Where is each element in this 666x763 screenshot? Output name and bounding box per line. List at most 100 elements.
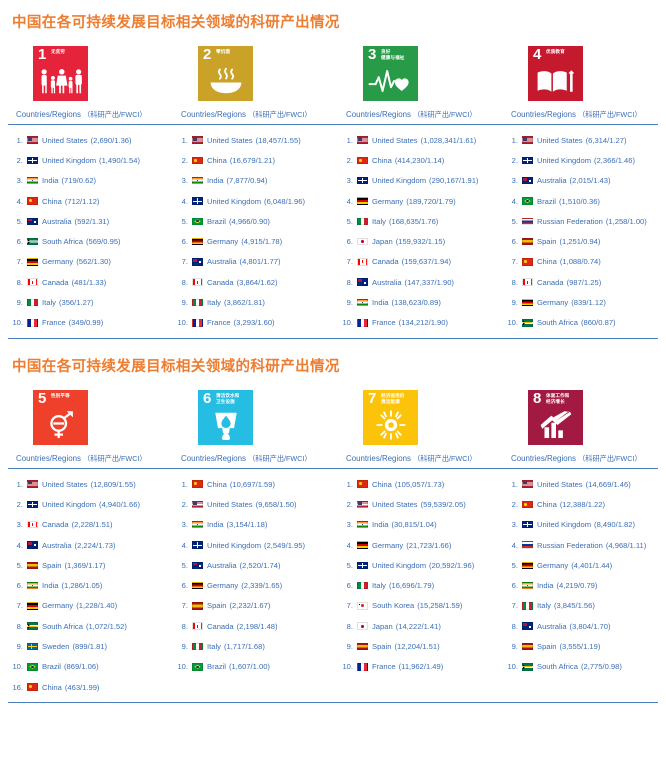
flag-detail: [527, 160, 528, 161]
country-name: United States: [537, 135, 583, 145]
flag-icon: [522, 197, 533, 205]
column-header-cn: （科研产出/FWCI）: [413, 110, 477, 119]
country-name: Germany: [537, 298, 569, 308]
rank-number: 6.: [181, 581, 188, 591]
rank-number: 7.: [346, 601, 353, 611]
ranking-column-3: 1. United States (1,028,341/1.61) 2. China (4…: [338, 125, 503, 333]
country-name: India: [372, 298, 389, 308]
country-value: (4,401/1.44): [571, 560, 613, 570]
country-name: United States: [372, 499, 418, 509]
rank-list: 1. United States (6,314/1.27) 2. United King…: [503, 125, 666, 333]
country-name: India: [42, 581, 59, 591]
section-title: 中国在各可持续发展目标相关领域的科研产出情况: [12, 358, 340, 375]
rank-number: 4.: [16, 540, 23, 550]
list-item: 8. Canada (481/1.33): [8, 272, 173, 292]
country-name: Italy: [372, 216, 386, 226]
header-divider: [8, 124, 658, 125]
list-item: 2. United States (9,658/1.50): [173, 494, 338, 514]
flag-icon: [192, 663, 203, 671]
list-item: 6. Italy (16,696/1.79): [338, 575, 503, 595]
flag-icon: [357, 136, 368, 144]
country-name: India: [537, 581, 554, 591]
flag-icon: [522, 602, 533, 610]
list-item: 16. China (463/1.99): [8, 677, 173, 697]
flag-icon: [357, 176, 368, 185]
column-header-en: Countries/Regions: [346, 453, 414, 463]
rank-number: 5.: [16, 216, 23, 226]
column-header-cn: （科研产出/FWCI）: [578, 110, 642, 119]
rank-number: 8.: [511, 277, 518, 287]
country-value: (16,679/1.21): [229, 155, 276, 165]
sdg-chinese-label: 经济适用的 清洁能源: [381, 392, 405, 404]
country-value: (2,224/1.73): [74, 540, 116, 550]
sdg-chinese-label: 无贫穷: [51, 49, 66, 54]
list-item: 7. Germany (562/1.30): [8, 252, 173, 272]
list-item: 9. Spain (12,204/1.51): [338, 636, 503, 656]
rank-number: 3.: [511, 176, 518, 186]
flag-icon: [522, 176, 533, 185]
sdg-chinese-label: 优质教育: [546, 49, 565, 54]
rank-number: 5.: [511, 216, 518, 226]
country-value: (138,623/0.89): [391, 298, 441, 308]
country-name: Australia: [42, 216, 72, 226]
rank-number: 5.: [346, 216, 353, 226]
rank-number: 8.: [346, 277, 353, 287]
list-item: 10. Brazil (869/1.06): [8, 657, 173, 677]
list-item: 6. Germany (2,339/1.65): [173, 575, 338, 595]
list-item: 8. Canada (987/1.25): [503, 272, 666, 292]
country-name: Spain: [372, 641, 392, 651]
country-value: (3,864/1.62): [236, 277, 278, 287]
section-bottom-divider: [8, 337, 658, 339]
flag-icon: [357, 561, 368, 570]
country-name: Japan: [372, 237, 393, 247]
country-value: (712/1.12): [64, 196, 100, 206]
rank-number: 10.: [177, 318, 188, 328]
rank-number: 8.: [16, 621, 23, 631]
flag-icon: [192, 176, 203, 185]
rank-number: 5.: [511, 560, 518, 570]
rank-number: 10.: [12, 318, 23, 328]
rank-number: 7.: [181, 257, 188, 267]
flag-icon: [522, 581, 533, 590]
column-header-en: Countries/Regions: [181, 110, 249, 119]
country-value: (463/1.99): [64, 682, 100, 692]
country-value: (414,230/1.14): [394, 155, 445, 165]
list-item: 4. United Kingdom (2,549/1.95): [173, 535, 338, 555]
country-name: United Kingdom: [537, 520, 592, 530]
country-name: Russian Federation: [537, 216, 603, 226]
list-item: 1. United States (14,669/1.46): [503, 474, 666, 494]
sdg-chinese-label: 清洁饮水和 卫生设施: [216, 392, 240, 404]
country-name: China: [207, 155, 227, 165]
flag-icon: [27, 237, 38, 246]
flag-icon: [522, 520, 533, 529]
country-value: (8,490/1.82): [594, 520, 635, 530]
country-name: China: [42, 682, 62, 692]
flag-icon: [522, 136, 533, 144]
flag-icon: [522, 298, 533, 307]
country-name: India: [207, 520, 224, 530]
sdg-column-4: 4 优质教育 Countries/Regions （科研产出/FWCI）: [503, 46, 666, 120]
section-title: 中国在各可持续发展目标相关领域的科研产出情况: [12, 15, 340, 31]
list-item: 10. France (3,293/1.60): [173, 313, 338, 333]
flag-icon: [522, 217, 533, 226]
flag-icon: [357, 258, 368, 266]
rank-number: 2.: [16, 155, 23, 165]
country-value: (4,966/0.90): [229, 216, 270, 226]
rank-number: 9.: [346, 298, 353, 308]
ranking-column-5: 1. United States (12,809/1.55) 2. United Kin…: [8, 469, 173, 697]
flag-icon: [27, 541, 38, 549]
sdg-8-icon: 8 体面工作和 经济增长: [528, 389, 583, 445]
country-name: Germany: [372, 196, 404, 206]
sdg-number: 3: [368, 46, 377, 63]
country-value: (1,717/1.68): [223, 641, 265, 651]
list-item: 7. China (1,088/0.74): [503, 252, 666, 272]
sdg-number: 5: [38, 389, 47, 407]
country-value: (14,222/1.41): [395, 621, 441, 631]
flag-icon: [27, 480, 38, 488]
country-value: (899/1.81): [72, 641, 108, 651]
country-name: United Kingdom: [372, 560, 427, 570]
country-name: Italy: [372, 581, 386, 591]
flag-icon: [522, 319, 533, 327]
column-header-en: Countries/Regions: [511, 110, 579, 119]
country-value: (168,635/1.76): [388, 216, 439, 226]
